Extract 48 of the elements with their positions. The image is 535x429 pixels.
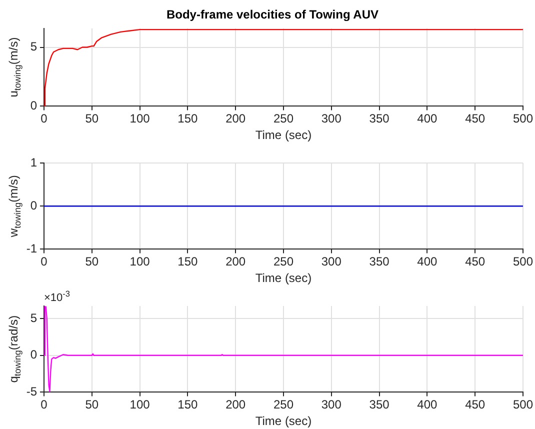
x-tick-label: 50 [85, 112, 99, 126]
y-tick-label: 0 [30, 348, 38, 362]
x-tick-label: 150 [178, 398, 198, 412]
x-tick-label: 200 [226, 112, 246, 126]
x-tick-label: 350 [369, 254, 390, 269]
x-axis-title: Time (sec) [255, 128, 312, 142]
chart-title: Body-frame velocities of Towing AUV [166, 8, 379, 22]
x-tick-label: 300 [321, 112, 342, 126]
x-tick-label: 250 [273, 398, 294, 412]
x-tick-label: 450 [465, 254, 486, 269]
x-tick-label: 500 [512, 112, 534, 126]
x-tick-label: 250 [273, 254, 294, 269]
x-tick-label: 400 [417, 254, 438, 269]
x-tick-label: 0 [40, 398, 48, 412]
x-tick-label: 500 [512, 254, 534, 269]
x-tick-label: 450 [465, 398, 486, 412]
x-tick-label: 350 [369, 398, 390, 412]
x-tick-label: 400 [417, 398, 438, 412]
x-tick-label: 300 [321, 398, 342, 412]
x-tick-label: 250 [273, 112, 294, 126]
x-tick-label: 50 [85, 398, 99, 412]
x-tick-label: 200 [226, 254, 246, 269]
y-tick-label: -1 [26, 242, 38, 256]
x-axis-title: Time (sec) [255, 414, 312, 428]
x-tick-label: 500 [512, 398, 534, 412]
y-tick-label: 0 [30, 198, 38, 212]
x-tick-label: 100 [130, 112, 150, 126]
y-tick-label: 5 [30, 310, 38, 325]
x-tick-label: 50 [85, 254, 99, 269]
x-axis-title: Time (sec) [255, 271, 312, 286]
x-tick-label: 0 [40, 112, 48, 126]
y-axis-title: wtowing(m/s) [6, 175, 23, 238]
x-tick-label: 100 [130, 254, 150, 269]
x-tick-label: 450 [465, 112, 486, 126]
x-tick-label: 0 [40, 254, 48, 269]
x-tick-label: 150 [178, 254, 198, 269]
y-axis-title: qtowing(rad/s) [6, 315, 23, 383]
y-tick-label: 0 [30, 98, 38, 113]
x-tick-label: 200 [226, 398, 246, 412]
y-tick-label: 1 [30, 155, 38, 170]
x-tick-label: 150 [178, 112, 198, 126]
x-tick-label: 350 [369, 112, 390, 126]
y-axis-title: utowing(m/s) [6, 37, 23, 98]
x-tick-label: 100 [130, 398, 150, 412]
x-tick-label: 300 [321, 254, 342, 269]
y-tick-label: -5 [26, 384, 38, 399]
y-tick-label: 5 [30, 40, 38, 54]
x-tick-label: 400 [417, 112, 438, 126]
